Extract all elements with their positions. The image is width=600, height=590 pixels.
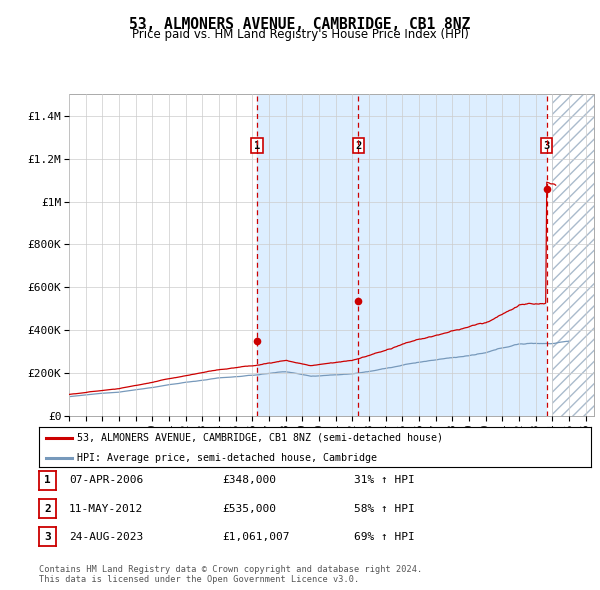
Bar [553,94,594,416]
Bar [358,94,547,416]
Text: £348,000: £348,000 [222,476,276,485]
Text: 31% ↑ HPI: 31% ↑ HPI [354,476,415,485]
Text: 24-AUG-2023: 24-AUG-2023 [69,532,143,542]
Text: 53, ALMONERS AVENUE, CAMBRIDGE, CB1 8NZ: 53, ALMONERS AVENUE, CAMBRIDGE, CB1 8NZ [130,17,470,31]
Text: 2: 2 [355,141,362,151]
Text: 53, ALMONERS AVENUE, CAMBRIDGE, CB1 8NZ (semi-detached house): 53, ALMONERS AVENUE, CAMBRIDGE, CB1 8NZ … [77,433,443,443]
Text: 3: 3 [44,532,51,542]
Text: Price paid vs. HM Land Registry's House Price Index (HPI): Price paid vs. HM Land Registry's House … [131,28,469,41]
Text: £535,000: £535,000 [222,504,276,513]
Text: Contains HM Land Registry data © Crown copyright and database right 2024.
This d: Contains HM Land Registry data © Crown c… [39,565,422,584]
Text: HPI: Average price, semi-detached house, Cambridge: HPI: Average price, semi-detached house,… [77,453,377,463]
Text: £1,061,007: £1,061,007 [222,532,290,542]
Text: 1: 1 [254,141,260,151]
Text: 3: 3 [544,141,550,151]
Text: 58% ↑ HPI: 58% ↑ HPI [354,504,415,513]
Text: 07-APR-2006: 07-APR-2006 [69,476,143,485]
Text: 69% ↑ HPI: 69% ↑ HPI [354,532,415,542]
Bar [257,94,358,416]
Text: 2: 2 [44,504,51,513]
Text: 1: 1 [44,476,51,485]
Text: 11-MAY-2012: 11-MAY-2012 [69,504,143,513]
